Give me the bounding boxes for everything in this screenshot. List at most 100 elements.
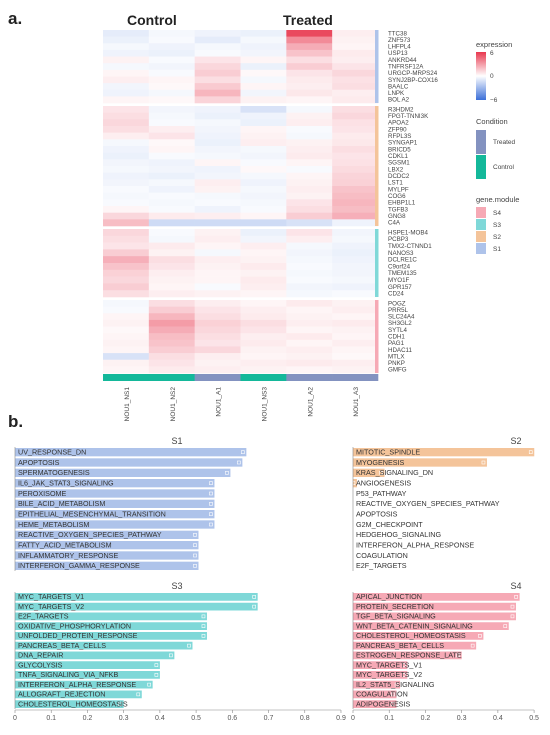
heatmap-cell [148, 366, 195, 374]
gene-label: LNPK [388, 90, 405, 97]
enrichment-bar [15, 593, 258, 601]
heatmap-cell [103, 249, 150, 257]
heatmap-cell [240, 206, 287, 213]
bar-chart-title: S3 [171, 581, 182, 591]
x-tick-label: 0.2 [83, 715, 93, 722]
gene-label: COG6 [388, 193, 406, 200]
pathway-label: INTERFERON_ALPHA_RESPONSE [18, 680, 136, 689]
heatmap-cell [194, 283, 241, 291]
bar-marker [209, 522, 213, 527]
heatmap-cell [332, 366, 379, 374]
condition-cell [332, 374, 379, 381]
heatmap-cell [286, 269, 333, 277]
heatmap-cell [332, 139, 379, 147]
pathway-label: WNT_BETA_CATENIN_SIGNALING [356, 621, 473, 630]
enrichment-bar [15, 632, 207, 640]
expression-legend-title: expression [476, 40, 512, 49]
x-tick-label: 0.6 [227, 715, 237, 722]
heatmap-cell [194, 306, 241, 314]
heatmap-cell [103, 283, 150, 291]
condition-cell [240, 374, 287, 381]
gene-label: EHBP1L1 [388, 200, 416, 207]
heatmap-cell [103, 276, 150, 284]
heatmap-cell [103, 269, 150, 277]
heatmap-cell [148, 106, 195, 113]
heatmap-cell [332, 132, 379, 140]
heatmap-cell [286, 36, 333, 44]
enrichment-bar-charts: S1UV_RESPONSE_DNAPOPTOSISSPERMATOGENESIS… [13, 436, 539, 722]
heatmap-cell [148, 83, 195, 91]
heatmap-cell [286, 166, 333, 173]
pathway-label: HEDGEHOG_SIGNALING [356, 530, 441, 539]
pathway-label: INFLAMMATORY_RESPONSE [18, 551, 118, 560]
pathway-label: HEME_METABOLISM [18, 520, 89, 529]
enrichment-bar [15, 551, 199, 560]
heatmap-cell [148, 313, 195, 321]
pathway-label: APICAL_JUNCTION [356, 592, 422, 601]
heatmap-cell [103, 159, 150, 167]
heatmap-cell [103, 326, 150, 334]
heatmap-cell [332, 313, 379, 321]
x-tick-label: 0.5 [529, 715, 539, 722]
heatmap-cell [332, 206, 379, 213]
enrichment-bar [353, 458, 487, 467]
heatmap-cell [240, 119, 287, 127]
enrichment-bar [15, 661, 160, 669]
heatmap-cell [286, 290, 333, 298]
heatmap-cell [148, 172, 195, 180]
heatmap-cell [286, 366, 333, 374]
heatmap-cell [286, 112, 333, 120]
module-swatch [476, 207, 486, 218]
bar-marker [201, 634, 206, 638]
heatmap-cell [286, 159, 333, 167]
heatmap-cell [148, 76, 195, 84]
gene-label: SGSM1 [388, 160, 410, 167]
enrichment-bar [15, 520, 215, 529]
heatmap-cell [286, 192, 333, 200]
heatmap-cell [240, 353, 287, 361]
condition-legend-title: Condition [476, 117, 508, 126]
heatmap-cell [103, 290, 150, 298]
heatmap-cell [286, 179, 333, 187]
heatmap-cell [103, 235, 150, 243]
heatmap-cell [332, 283, 379, 291]
heatmap-cell [286, 146, 333, 153]
gene-label: GMFG [388, 367, 407, 374]
heatmap-cell [240, 339, 287, 347]
heatmap-cell [148, 36, 195, 44]
condition-cell [194, 374, 241, 381]
heatmap-cell [194, 56, 241, 64]
heatmap-cell [240, 69, 287, 77]
panel-a-label: a. [8, 9, 22, 28]
heatmap-cell [240, 186, 287, 193]
heatmap-cell [240, 112, 287, 120]
bar-chart-title: S1 [171, 436, 182, 446]
heatmap-cell [103, 63, 150, 71]
pathway-label: IL2_STAT5_SIGNALING [356, 680, 435, 689]
heatmap-cell [332, 353, 379, 361]
pathway-label: MITOTIC_SPINDLE [356, 447, 420, 456]
sample-label: NOU1_A1 [216, 387, 223, 417]
pathway-label: G2M_CHECKPOINT [356, 520, 423, 529]
heatmap-cell [148, 139, 195, 147]
pathway-label: MYC_TARGETS_V2 [18, 602, 84, 611]
heatmap-cell [240, 96, 287, 104]
heatmap-cell [194, 119, 241, 127]
gene-label: MYO1F [388, 277, 410, 284]
heatmap-cell [286, 319, 333, 327]
x-tick-label: 0.4 [493, 715, 503, 722]
heatmap-cell [103, 83, 150, 91]
heatmap-cell [332, 235, 379, 243]
heatmap-cell [286, 43, 333, 51]
heatmap-cell [332, 49, 379, 57]
heatmap-cell [240, 126, 287, 133]
pathway-label: MYOGENESIS [356, 458, 405, 467]
pathway-label: TNFA_SIGNALING_VIA_NFKB [18, 670, 118, 679]
heatmap-cell [194, 179, 241, 187]
heatmap-cell [332, 112, 379, 120]
heatmap-cell [332, 159, 379, 167]
gene-label: POGZ [388, 300, 406, 307]
bar-marker [154, 673, 159, 677]
pathway-label: MYC_TARGETS_V1 [356, 660, 422, 669]
